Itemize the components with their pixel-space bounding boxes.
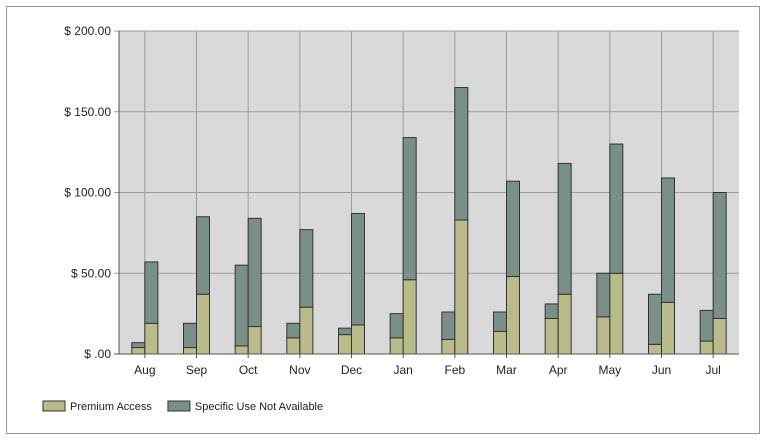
bar-specific-use-not-available	[286, 322, 301, 339]
bar-premium-access	[351, 324, 365, 355]
stacked-bar-chart: $ .00 $ 50.00 $ 100.00 $ 150.00 $ 200.00 Aug…	[42, 24, 739, 413]
bar-premium-access	[454, 219, 469, 355]
x-tick-label: Jul	[705, 363, 720, 377]
bar-specific-use-not-available	[712, 192, 727, 319]
bar-specific-use-not-available	[196, 216, 210, 295]
bar-specific-use-not-available	[557, 162, 572, 295]
chart-frame: $ .00 $ 50.00 $ 100.00 $ 150.00 $ 200.00 Aug…	[6, 6, 760, 434]
x-tick-label: Feb	[444, 363, 465, 377]
y-tick-label: $ 200.00	[64, 24, 111, 38]
bar-premium-access	[609, 272, 624, 355]
x-tick-label: Sep	[186, 363, 208, 377]
x-tick-label: Nov	[289, 363, 310, 377]
bar-specific-use-not-available	[338, 327, 352, 336]
bar-premium-access	[648, 343, 662, 355]
bar-specific-use-not-available	[247, 217, 262, 328]
bar-premium-access	[183, 347, 197, 355]
legend-label: Premium Access	[70, 401, 152, 413]
bar-specific-use-not-available	[183, 322, 197, 349]
bar-specific-use-not-available	[609, 143, 624, 274]
bar-specific-use-not-available	[506, 180, 520, 277]
y-tick-label: $ 100.00	[64, 186, 111, 200]
bar-specific-use-not-available	[661, 177, 675, 303]
bar-premium-access	[299, 306, 314, 355]
bar-premium-access	[196, 293, 210, 355]
bar-premium-access	[661, 301, 675, 355]
x-tick-label: Dec	[341, 363, 362, 377]
bar-premium-access	[506, 275, 520, 355]
bar-specific-use-not-available	[131, 342, 146, 349]
bar-specific-use-not-available	[389, 313, 404, 339]
bar-premium-access	[712, 317, 727, 355]
bar-specific-use-not-available	[544, 303, 559, 319]
x-tick-label: May	[598, 363, 621, 377]
y-tick-label: $ 50.00	[71, 266, 111, 280]
legend-label: Specific Use Not Available	[195, 401, 323, 413]
bar-specific-use-not-available	[144, 261, 159, 324]
bar-specific-use-not-available	[402, 137, 417, 281]
bar-premium-access	[286, 337, 301, 355]
bar-specific-use-not-available	[699, 309, 714, 342]
y-tick-label: $ .00	[84, 347, 111, 361]
x-tick-label: Mar	[496, 363, 517, 377]
bar-premium-access	[557, 293, 572, 355]
bar-premium-access	[247, 326, 262, 355]
bar-specific-use-not-available	[596, 272, 611, 318]
bar-specific-use-not-available	[441, 311, 456, 340]
bar-premium-access	[234, 345, 249, 355]
bar-specific-use-not-available	[454, 87, 469, 221]
x-tick-label: Apr	[549, 363, 568, 377]
bar-specific-use-not-available	[493, 311, 507, 332]
bar-premium-access	[131, 347, 146, 355]
x-tick-label: Aug	[134, 363, 155, 377]
legend-swatch	[167, 400, 191, 412]
y-tick-label: $ 150.00	[64, 105, 111, 119]
legend-swatch	[42, 400, 66, 412]
bar-premium-access	[338, 334, 352, 355]
x-tick-label: Oct	[239, 363, 258, 377]
bar-specific-use-not-available	[351, 212, 365, 326]
bar-premium-access	[544, 317, 559, 355]
bar-specific-use-not-available	[648, 293, 662, 345]
bar-premium-access	[441, 338, 456, 355]
x-tick-label: Jun	[652, 363, 671, 377]
bar-specific-use-not-available	[299, 229, 314, 308]
bar-premium-access	[493, 330, 507, 355]
bar-specific-use-not-available	[234, 264, 249, 347]
bar-premium-access	[402, 279, 417, 355]
bar-premium-access	[596, 316, 611, 355]
bar-premium-access	[144, 322, 159, 355]
bar-premium-access	[699, 340, 714, 355]
x-tick-label: Jan	[393, 363, 412, 377]
bar-premium-access	[389, 337, 404, 355]
